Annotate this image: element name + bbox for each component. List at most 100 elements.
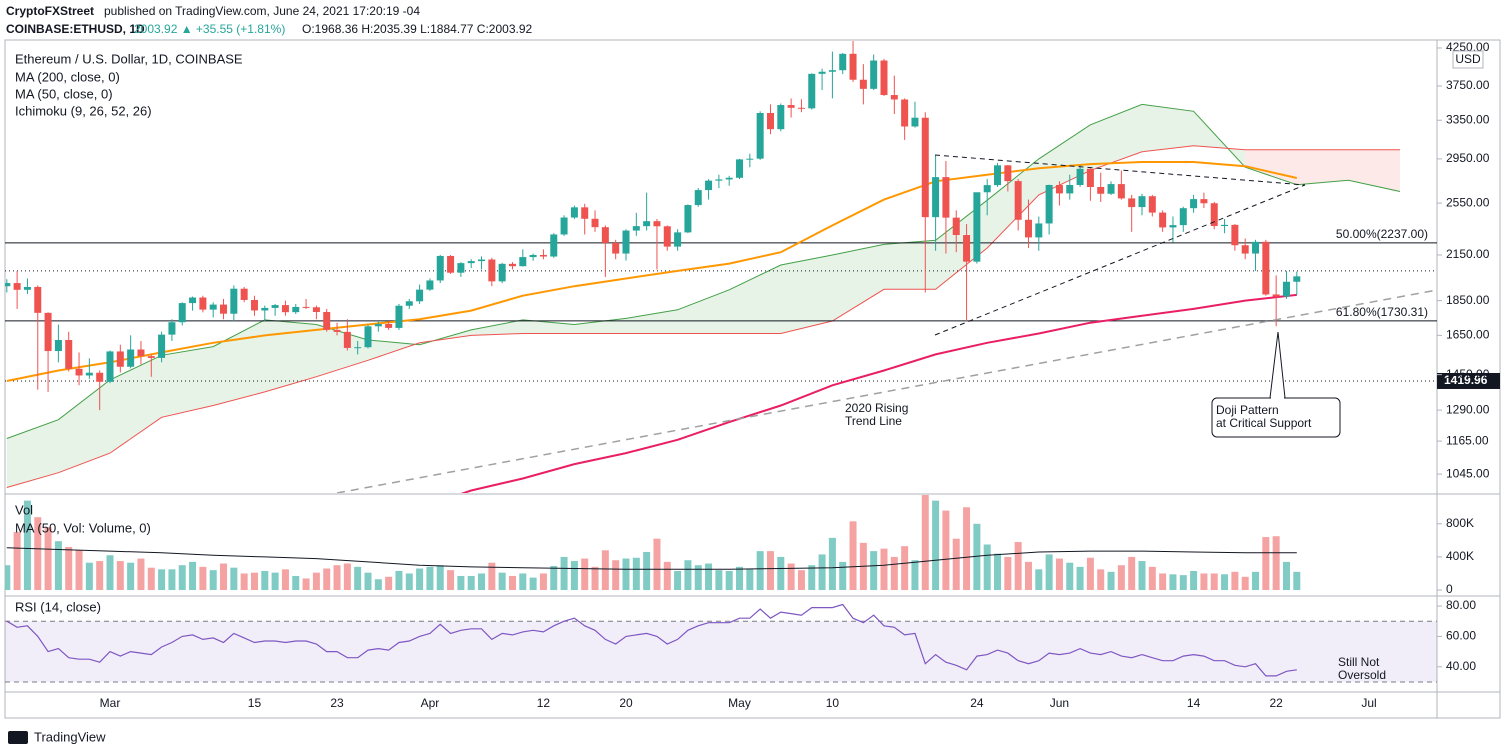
candle-body <box>766 112 774 130</box>
candle-body <box>601 227 609 243</box>
volume-bar <box>880 548 888 591</box>
volume-bar <box>622 558 630 591</box>
candle-body <box>1055 184 1063 194</box>
y-tick-label: 3350.00 <box>1446 112 1490 126</box>
candle-body <box>1221 224 1229 227</box>
triangle-upper <box>934 154 1306 186</box>
candle-body <box>859 79 867 89</box>
ichimoku-cloud <box>677 289 730 334</box>
volume-bar <box>911 560 919 591</box>
candle-body <box>725 177 733 180</box>
candle-body <box>632 226 640 231</box>
ichimoku-cloud <box>574 318 626 334</box>
candle-body <box>653 221 661 227</box>
volume-bar <box>1148 566 1156 591</box>
candle-body <box>622 230 630 254</box>
volume-bar <box>488 562 496 591</box>
y-tick-label: 1650.00 <box>1446 328 1490 342</box>
candle-body <box>643 221 651 227</box>
annotation: at Critical Support <box>1216 416 1312 430</box>
ichimoku-cloud <box>1038 124 1091 195</box>
ichimoku-cloud <box>6 419 59 488</box>
level-badge <box>1437 372 1500 389</box>
candle-body <box>354 347 362 349</box>
rsi-legend: RSI (14, close) <box>15 599 101 614</box>
candle-body <box>1231 224 1239 246</box>
candle-body <box>447 255 455 273</box>
symbol: COINBASE:ETHUSD, 1D <box>6 22 145 36</box>
candle-body <box>674 232 682 247</box>
candle-body <box>230 288 238 314</box>
volume-bar <box>674 570 682 591</box>
x-tick-label: 24 <box>970 696 984 710</box>
ichimoku-cloud <box>471 319 523 336</box>
volume-bar <box>54 541 62 591</box>
volume-bar <box>44 527 52 591</box>
ichimoku-cloud <box>729 265 781 334</box>
level-label: 61.80%(1730.31) <box>1336 305 1428 319</box>
candle-body <box>323 311 331 330</box>
volume-bar <box>137 558 145 591</box>
candle-body <box>5 283 11 287</box>
y-tick-label: 1290.00 <box>1446 402 1490 416</box>
volume-bar <box>777 556 785 591</box>
level-label: 50.00%(2237.00) <box>1336 227 1428 241</box>
candle-body <box>44 312 52 352</box>
candle-body <box>23 286 31 290</box>
volume-bar <box>1190 570 1198 591</box>
volume-bar <box>1179 575 1187 591</box>
volume-bar <box>75 550 83 591</box>
volume-bar <box>508 575 516 591</box>
volume-bar <box>849 521 857 591</box>
candle-body <box>1086 168 1094 188</box>
candle-body <box>756 112 764 159</box>
candle-body <box>1148 196 1156 213</box>
volume-bar <box>818 554 826 591</box>
volume-bar <box>405 573 413 591</box>
candle-body <box>1200 199 1208 204</box>
volume-bar <box>632 557 640 591</box>
candle-body <box>952 217 960 236</box>
moving-average <box>6 161 1298 382</box>
candle-body <box>808 73 816 109</box>
candle-body <box>890 95 898 100</box>
volume-bar <box>942 510 950 591</box>
volume-bar <box>736 566 744 591</box>
volume-bar <box>1128 556 1136 591</box>
ichimoku-cloud <box>368 340 420 361</box>
candle-body <box>1179 208 1187 226</box>
volume-bar <box>250 572 258 591</box>
volume-bar <box>539 573 547 591</box>
volume-bar <box>199 566 207 591</box>
volume-bar <box>323 568 331 591</box>
ichimoku-cloud <box>1090 104 1142 171</box>
ichimoku-cloud <box>626 309 678 334</box>
volume-bar <box>766 551 774 591</box>
volume-bar <box>560 556 568 591</box>
level-badge-label: 1419.96 <box>1444 373 1488 387</box>
triangle-lower <box>934 184 1306 336</box>
ichimoku-cloud <box>316 324 368 377</box>
volume-bar <box>1107 571 1115 591</box>
volume-bar <box>1035 569 1043 591</box>
footer-logo: TradingView <box>8 729 106 744</box>
volume-bar <box>106 555 114 591</box>
volume-bar <box>1097 569 1105 591</box>
candle-body <box>983 185 991 193</box>
volume-legend: Vol <box>15 502 33 517</box>
candle-body <box>849 53 857 80</box>
volume-bar <box>612 560 620 591</box>
candle-body <box>1282 281 1290 297</box>
ichimoku-cloud <box>780 254 833 334</box>
price-pane <box>5 41 1437 493</box>
volume-bar <box>828 537 836 591</box>
volume-bar <box>34 517 42 591</box>
y-tick-label: 2550.00 <box>1446 195 1490 209</box>
volume-bar <box>96 561 104 591</box>
x-tick-label: 15 <box>248 696 262 710</box>
volume-bar <box>23 500 31 591</box>
candle-body <box>787 105 795 108</box>
volume-ma <box>6 547 1297 570</box>
